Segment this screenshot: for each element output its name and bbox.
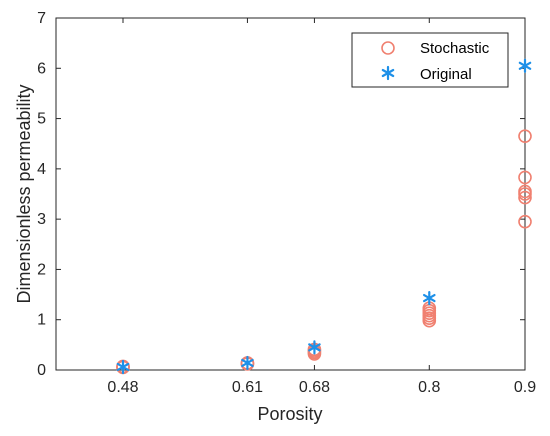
y-tick-label: 2 <box>37 261 46 278</box>
original-point <box>116 359 130 375</box>
x-tick-label: 0.68 <box>299 379 330 396</box>
stochastic-point <box>518 184 532 199</box>
x-tick-label: 0.61 <box>232 379 263 396</box>
original-point <box>518 58 532 73</box>
original-point <box>422 290 436 306</box>
legend: Stochastic Original <box>351 32 509 88</box>
legend-original-label: Original <box>420 66 472 83</box>
legend-box <box>351 32 509 88</box>
y-tick-label: 6 <box>37 60 46 77</box>
y-tick-label: 4 <box>37 161 46 178</box>
data-points <box>116 58 532 375</box>
stochastic-point <box>518 170 532 185</box>
x-axis-label: Porosity <box>257 404 322 424</box>
y-tick-label: 1 <box>37 312 46 329</box>
x-tick-label: 0.9 <box>514 379 536 396</box>
stochastic-point <box>518 129 532 143</box>
legend-stochastic-marker <box>381 41 395 55</box>
stochastic-point <box>518 214 532 229</box>
stochastic-point <box>518 190 532 205</box>
y-tick-label: 3 <box>37 211 46 228</box>
legend-original-marker <box>381 65 395 81</box>
x-tick-label: 0.48 <box>107 379 138 396</box>
original-point <box>308 340 321 355</box>
y-tick-label: 5 <box>37 111 46 128</box>
legend-stochastic-label: Stochastic <box>420 40 490 57</box>
y-axis-label: Dimensionless permeability <box>14 84 34 303</box>
y-tick-label: 7 <box>37 10 46 27</box>
legend-original-asterisk <box>381 65 395 81</box>
y-tick-label: 0 <box>37 362 46 379</box>
original-point <box>241 355 254 371</box>
x-axis-ticks: 0.48 0.61 0.68 0.8 0.9 <box>107 18 536 396</box>
x-tick-label: 0.8 <box>418 379 440 396</box>
